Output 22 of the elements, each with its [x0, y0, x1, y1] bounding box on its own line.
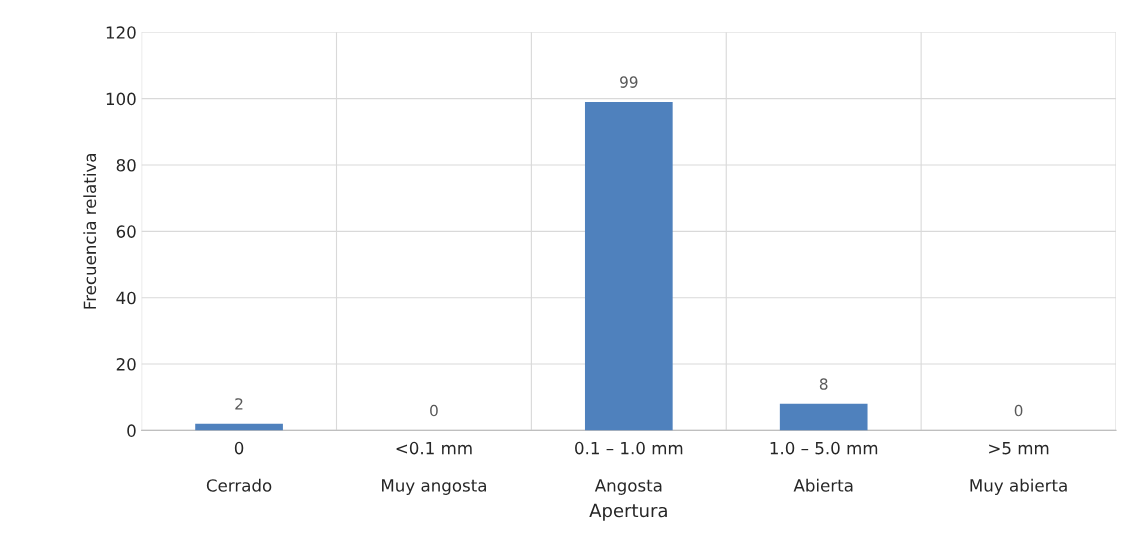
y-axis-title: Frecuencia relativa: [83, 153, 97, 309]
y-tick-label: 0: [127, 424, 136, 437]
y-tick-label: 120: [106, 26, 136, 39]
y-tick-label: 100: [106, 92, 136, 106]
data-label: 8: [819, 378, 828, 390]
data-label: 0: [430, 404, 438, 417]
data-label: 2: [235, 398, 243, 410]
x-axis-title: Apertura: [589, 503, 667, 521]
y-tick-label: 80: [116, 158, 136, 172]
data-label: 99: [620, 76, 638, 88]
category-label: 0 Cerrado: [206, 441, 272, 492]
bar: [779, 403, 868, 431]
bar: [584, 101, 673, 431]
y-tick-label: 60: [116, 225, 136, 238]
category-label: >5 mm Muy abierta: [970, 442, 1067, 495]
y-tick-label: 40: [116, 291, 136, 305]
bar: [195, 423, 283, 431]
category-label: 0.1 – 1.0 mm Angosta: [575, 441, 683, 495]
data-label: 0: [1014, 404, 1023, 417]
y-tick-label: 20: [116, 358, 136, 371]
category-label: 1.0 – 5.0 mm Abierta: [770, 441, 878, 492]
category-label: <0.1 mm Muy angosta: [382, 441, 486, 495]
